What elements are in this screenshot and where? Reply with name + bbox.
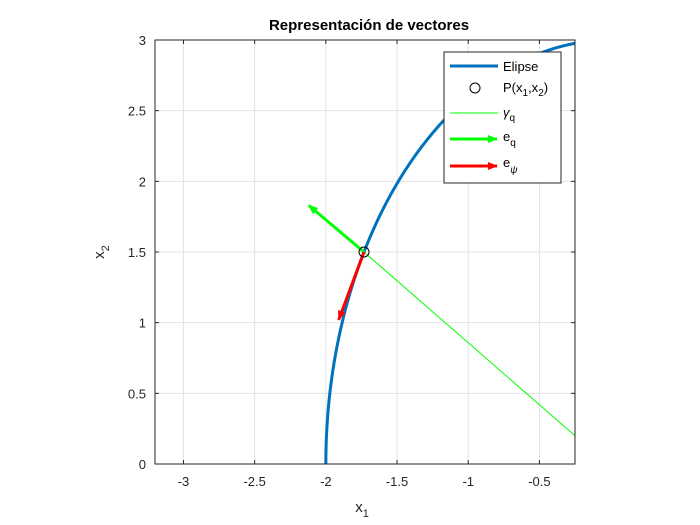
legend-label-epsi: eψ [503,155,518,176]
y-tick-label: 0.5 [128,386,146,401]
legend-label-gamma: γq [503,105,515,124]
x-tick-label: -2.5 [243,474,265,489]
y-tick-label: 0 [139,457,146,472]
y-tick-label: 1.5 [128,245,146,260]
x-tick-label: -1.5 [386,474,408,489]
legend-box [443,51,562,184]
chart-title: Representación de vectores [269,17,469,34]
x-tick-label: -2 [320,474,332,489]
x-tick-label: -0.5 [528,474,550,489]
legend-label-point: P(x1,x2) [503,80,548,99]
y-tick-label: 3 [139,33,146,48]
eq-vector-arrow [307,204,365,254]
legend: Elipse P(x1,x2) γq eq eψ [443,51,562,184]
x-tick-label: -3 [178,474,190,489]
y-tick-label: 1 [139,316,146,331]
legend-swatch-point [469,82,481,94]
y-axis-ticks: 0 0.5 1 1.5 2 2.5 3 [128,33,575,472]
legend-label-eq: eq [503,129,516,149]
x-axis-label: x1 [355,499,369,520]
y-tick-label: 2.5 [128,104,146,119]
y-axis-label: x2 [91,245,112,259]
legend-label-elipse: Elipse [503,59,538,74]
point-p-marker [358,246,370,258]
axes-box [154,39,576,465]
epsi-vector-arrow [337,251,366,321]
gamma-q-line [363,251,575,437]
y-tick-label: 2 [139,174,146,189]
x-tick-label: -1 [462,474,474,489]
